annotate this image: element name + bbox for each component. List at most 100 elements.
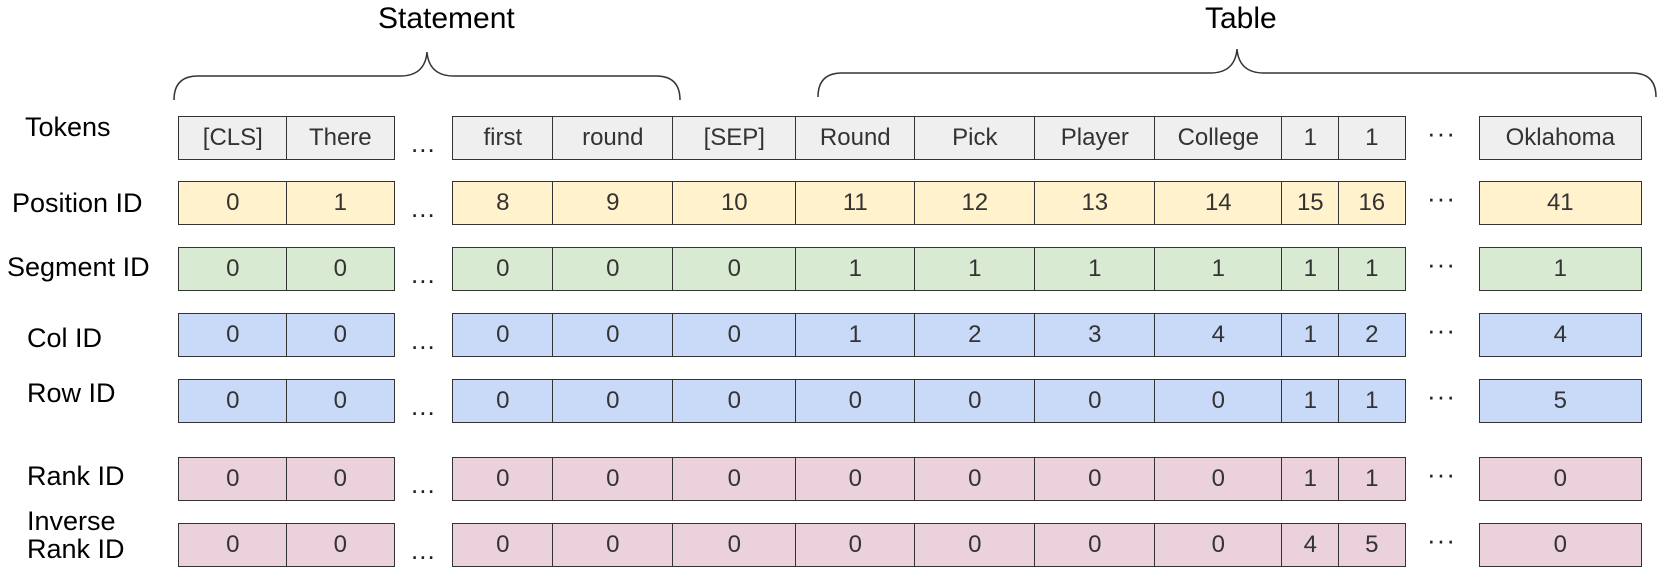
- row-cell: 0: [286, 379, 395, 423]
- segment-cell: 0: [672, 247, 797, 291]
- inverse_rank-cell: 0: [452, 523, 554, 567]
- inverse_rank-cell: 4: [1281, 523, 1340, 567]
- inverse_rank-cell: 0: [1479, 523, 1642, 567]
- col-row: 0 0 0 0 0 1 2 3 4 1 2 4... ···: [0, 313, 1660, 357]
- rank-cell: 0: [795, 457, 916, 501]
- tokens-cell: 1: [1338, 116, 1406, 160]
- row-cell: 0: [795, 379, 916, 423]
- position-cell: 13: [1034, 181, 1156, 225]
- row-cell: 0: [914, 379, 1036, 423]
- row-row-label: Row ID: [27, 378, 116, 408]
- ellipsis: ...: [411, 193, 436, 223]
- col-cell: 2: [914, 313, 1036, 357]
- row-cell: 0: [452, 379, 554, 423]
- inverse_rank-cell: 0: [914, 523, 1036, 567]
- tokens-cell: [SEP]: [672, 116, 797, 160]
- col-cell: 1: [1281, 313, 1340, 357]
- position-row: 0 1 8 9 10 11 12 13 14 15 16 41... ···: [0, 181, 1660, 225]
- segment-cell: 0: [178, 247, 288, 291]
- segment-cell: 1: [1034, 247, 1156, 291]
- ellipsis: ...: [411, 259, 436, 289]
- table-label: Table: [1205, 2, 1277, 35]
- rank-cell: 0: [452, 457, 554, 501]
- inverse_rank-cell: 5: [1338, 523, 1406, 567]
- position-cell: 8: [452, 181, 554, 225]
- col-cell: 0: [178, 313, 288, 357]
- position-cell: 14: [1154, 181, 1283, 225]
- inverse_rank-row-label-line: Inverse: [27, 506, 116, 536]
- segment-row: 0 0 0 0 0 1 1 1 1 1 1 1... ···: [0, 247, 1660, 291]
- inverse_rank-row-label-line: Rank ID: [27, 534, 125, 565]
- ellipsis: ···: [1427, 183, 1456, 213]
- ellipsis: ···: [1427, 249, 1456, 279]
- position-cell: 16: [1338, 181, 1406, 225]
- ellipsis: ...: [411, 391, 436, 421]
- rank-cell: 0: [672, 457, 797, 501]
- segment-cell: 0: [286, 247, 395, 291]
- col-cell: 1: [795, 313, 916, 357]
- ellipsis: ...: [411, 325, 436, 355]
- row-cell: 0: [178, 379, 288, 423]
- rank-cell: 1: [1338, 457, 1406, 501]
- col-row-label: Col ID: [27, 323, 103, 353]
- segment-cell: 1: [1479, 247, 1642, 291]
- tokens-cell: first: [452, 116, 554, 160]
- ellipsis: ...: [411, 469, 436, 499]
- ellipsis: ...: [411, 128, 436, 158]
- segment-cell: 0: [552, 247, 674, 291]
- col-cell: 0: [452, 313, 554, 357]
- col-cell: 2: [1338, 313, 1406, 357]
- row-row: 0 0 0 0 0 0 0 0 0 1 1 5... ···: [0, 379, 1660, 423]
- segment-cell: 0: [452, 247, 554, 291]
- rank-cell: 0: [178, 457, 288, 501]
- ellipsis: ···: [1427, 381, 1456, 411]
- tokens-cell: Pick: [914, 116, 1036, 160]
- col-cell: 3: [1034, 313, 1156, 357]
- rank-cell: 0: [914, 457, 1036, 501]
- position-cell: 1: [286, 181, 395, 225]
- table-brace: [817, 48, 1657, 98]
- inverse_rank-cell: 0: [1154, 523, 1283, 567]
- tokens-cell: [CLS]: [178, 116, 288, 160]
- position-cell: 41: [1479, 181, 1642, 225]
- position-row-label: Position ID: [12, 188, 143, 218]
- rank-row-label: Rank ID: [27, 461, 125, 491]
- row-cell: 0: [552, 379, 674, 423]
- col-cell: 0: [672, 313, 797, 357]
- tokens-cell: Player: [1034, 116, 1156, 160]
- ellipsis: ...: [411, 535, 436, 565]
- row-cell: 0: [1034, 379, 1156, 423]
- segment-cell: 1: [914, 247, 1036, 291]
- row-cell: 1: [1338, 379, 1406, 423]
- rank-cell: 0: [1479, 457, 1642, 501]
- statement-brace: [173, 51, 681, 101]
- rank-row: 0 0 0 0 0 0 0 0 0 1 1 0... ···: [0, 457, 1660, 501]
- tokens-row: [CLS] There first round [SEP] Round Pick Player…: [0, 116, 1660, 160]
- segment-cell: 1: [1281, 247, 1340, 291]
- col-cell: 4: [1154, 313, 1283, 357]
- segment-row-label: Segment ID: [7, 252, 150, 282]
- tokens-cell: round: [552, 116, 674, 160]
- tokens-cell: 1: [1281, 116, 1340, 160]
- position-cell: 15: [1281, 181, 1340, 225]
- col-cell: 0: [286, 313, 395, 357]
- inverse_rank-cell: 0: [1034, 523, 1156, 567]
- tokens-cell: College: [1154, 116, 1283, 160]
- position-cell: 9: [552, 181, 674, 225]
- inverse_rank-cell: 0: [286, 523, 395, 567]
- inverse_rank-row: 0 0 0 0 0 0 0 0 0 4 5 0... ···: [0, 523, 1660, 567]
- ellipsis: ···: [1427, 118, 1456, 148]
- ellipsis: ···: [1427, 315, 1456, 345]
- inverse_rank-cell: 0: [178, 523, 288, 567]
- row-cell: 0: [1154, 379, 1283, 423]
- col-cell: 4: [1479, 313, 1642, 357]
- position-cell: 12: [914, 181, 1036, 225]
- tokens-cell: There: [286, 116, 395, 160]
- position-cell: 10: [672, 181, 797, 225]
- inverse_rank-row-label: Inverse Rank ID: [27, 507, 125, 564]
- col-cell: 0: [552, 313, 674, 357]
- inverse_rank-cell: 0: [795, 523, 916, 567]
- statement-label: Statement: [378, 2, 515, 35]
